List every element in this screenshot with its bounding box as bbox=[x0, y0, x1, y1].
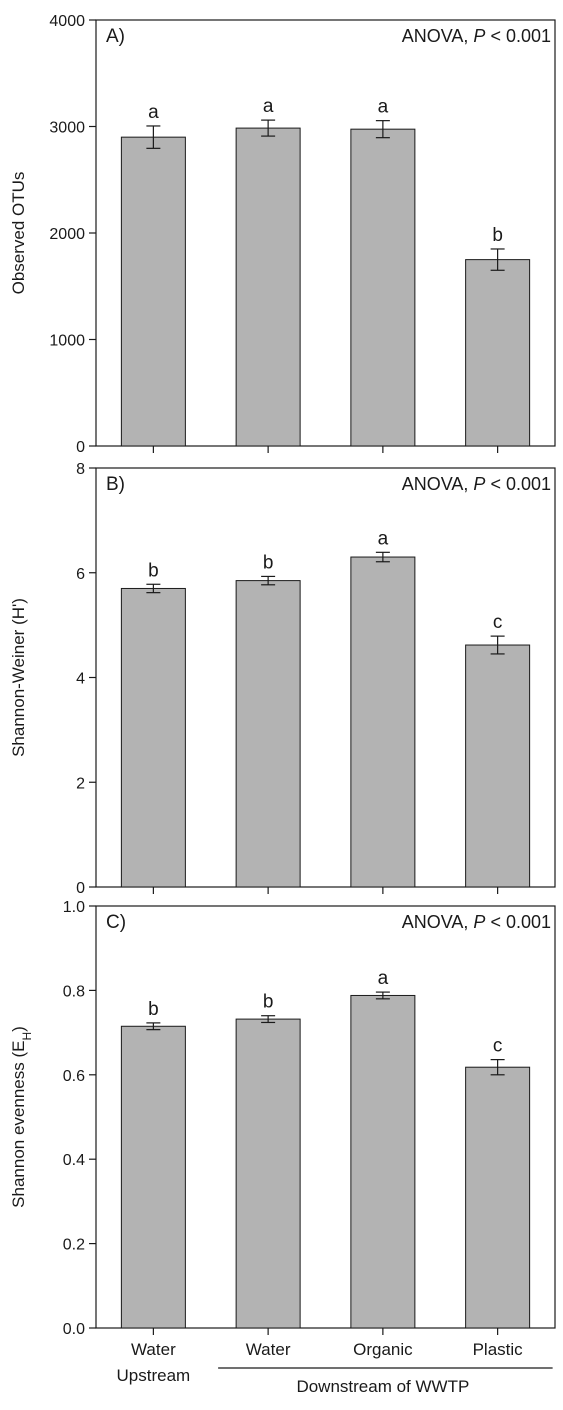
bar bbox=[120, 587, 186, 888]
panel-b: 0 2 4 6 8 Shannon-Weiner (H') B) ANOVA, P < 0.0… bbox=[9, 461, 556, 897]
panel-label: B) bbox=[106, 474, 125, 495]
y-tick-label: 0.6 bbox=[63, 1068, 85, 1085]
y-tick-label: 4000 bbox=[49, 13, 85, 30]
panel-a: 0 1000 2000 3000 4000 Observed OTUs A) ANOVA, P… bbox=[9, 13, 556, 456]
y-tick-label: 2 bbox=[76, 775, 85, 792]
y-tick-label: 0 bbox=[76, 439, 85, 456]
significance-letter: b bbox=[263, 992, 274, 1013]
x-category-label: Water bbox=[131, 1340, 176, 1359]
bar bbox=[120, 136, 186, 447]
bar bbox=[350, 128, 416, 447]
y-tick-label: 1000 bbox=[49, 333, 85, 350]
y-axis-title: Shannon evenness (EH) bbox=[9, 1026, 34, 1208]
y-tick-label: 6 bbox=[76, 566, 85, 583]
significance-letter: a bbox=[378, 97, 389, 118]
x-category-label: Organic bbox=[353, 1340, 413, 1359]
x-category-label-line2: Upstream bbox=[117, 1366, 191, 1385]
y-tick-label: 0.0 bbox=[63, 1321, 85, 1338]
x-category-label: Plastic bbox=[473, 1340, 524, 1359]
plot-frame bbox=[95, 905, 556, 1329]
panel-label: A) bbox=[106, 26, 125, 47]
anova-annotation: ANOVA, P < 0.001 bbox=[402, 474, 551, 494]
y-axis-title: Shannon-Weiner (H') bbox=[9, 598, 28, 757]
significance-letter: b bbox=[148, 999, 159, 1020]
panel-label: C) bbox=[106, 912, 126, 933]
bar bbox=[350, 994, 416, 1329]
y-tick-label: 0.2 bbox=[63, 1237, 85, 1254]
significance-letter: b bbox=[148, 560, 159, 581]
y-tick-label: 1.0 bbox=[63, 899, 85, 916]
significance-letter: b bbox=[492, 225, 503, 246]
bar bbox=[465, 1066, 531, 1329]
x-category-label: Water bbox=[246, 1340, 291, 1359]
y-tick-label: 0 bbox=[76, 880, 85, 897]
group-label: Downstream of WWTP bbox=[296, 1377, 469, 1396]
significance-letter: c bbox=[493, 612, 503, 633]
significance-letter: a bbox=[148, 102, 159, 123]
anova-annotation: ANOVA, P < 0.001 bbox=[402, 912, 551, 932]
y-tick-label: 8 bbox=[76, 461, 85, 478]
significance-letter: b bbox=[263, 552, 274, 573]
anova-annotation: ANOVA, P < 0.001 bbox=[402, 26, 551, 46]
bar bbox=[235, 1018, 301, 1329]
bar bbox=[465, 259, 531, 447]
bar bbox=[120, 1025, 186, 1329]
y-tick-label: 4 bbox=[76, 671, 85, 688]
y-tick-label: 2000 bbox=[49, 226, 85, 243]
significance-letter: a bbox=[263, 96, 274, 117]
y-tick-label: 0.8 bbox=[63, 983, 85, 1000]
significance-letter: a bbox=[378, 528, 389, 549]
significance-letter: a bbox=[378, 968, 389, 989]
bar bbox=[235, 580, 301, 888]
y-tick-label: 0.4 bbox=[63, 1152, 85, 1169]
y-axis-title: Observed OTUs bbox=[9, 172, 28, 295]
bar bbox=[465, 644, 531, 888]
panel-c: 0.0 0.2 0.4 0.6 0.8 1.0 Shannon evenness (EH) C… bbox=[9, 899, 556, 1338]
bar bbox=[235, 127, 301, 447]
bar bbox=[350, 556, 416, 888]
y-tick-label: 3000 bbox=[49, 120, 85, 137]
significance-letter: c bbox=[493, 1036, 503, 1057]
